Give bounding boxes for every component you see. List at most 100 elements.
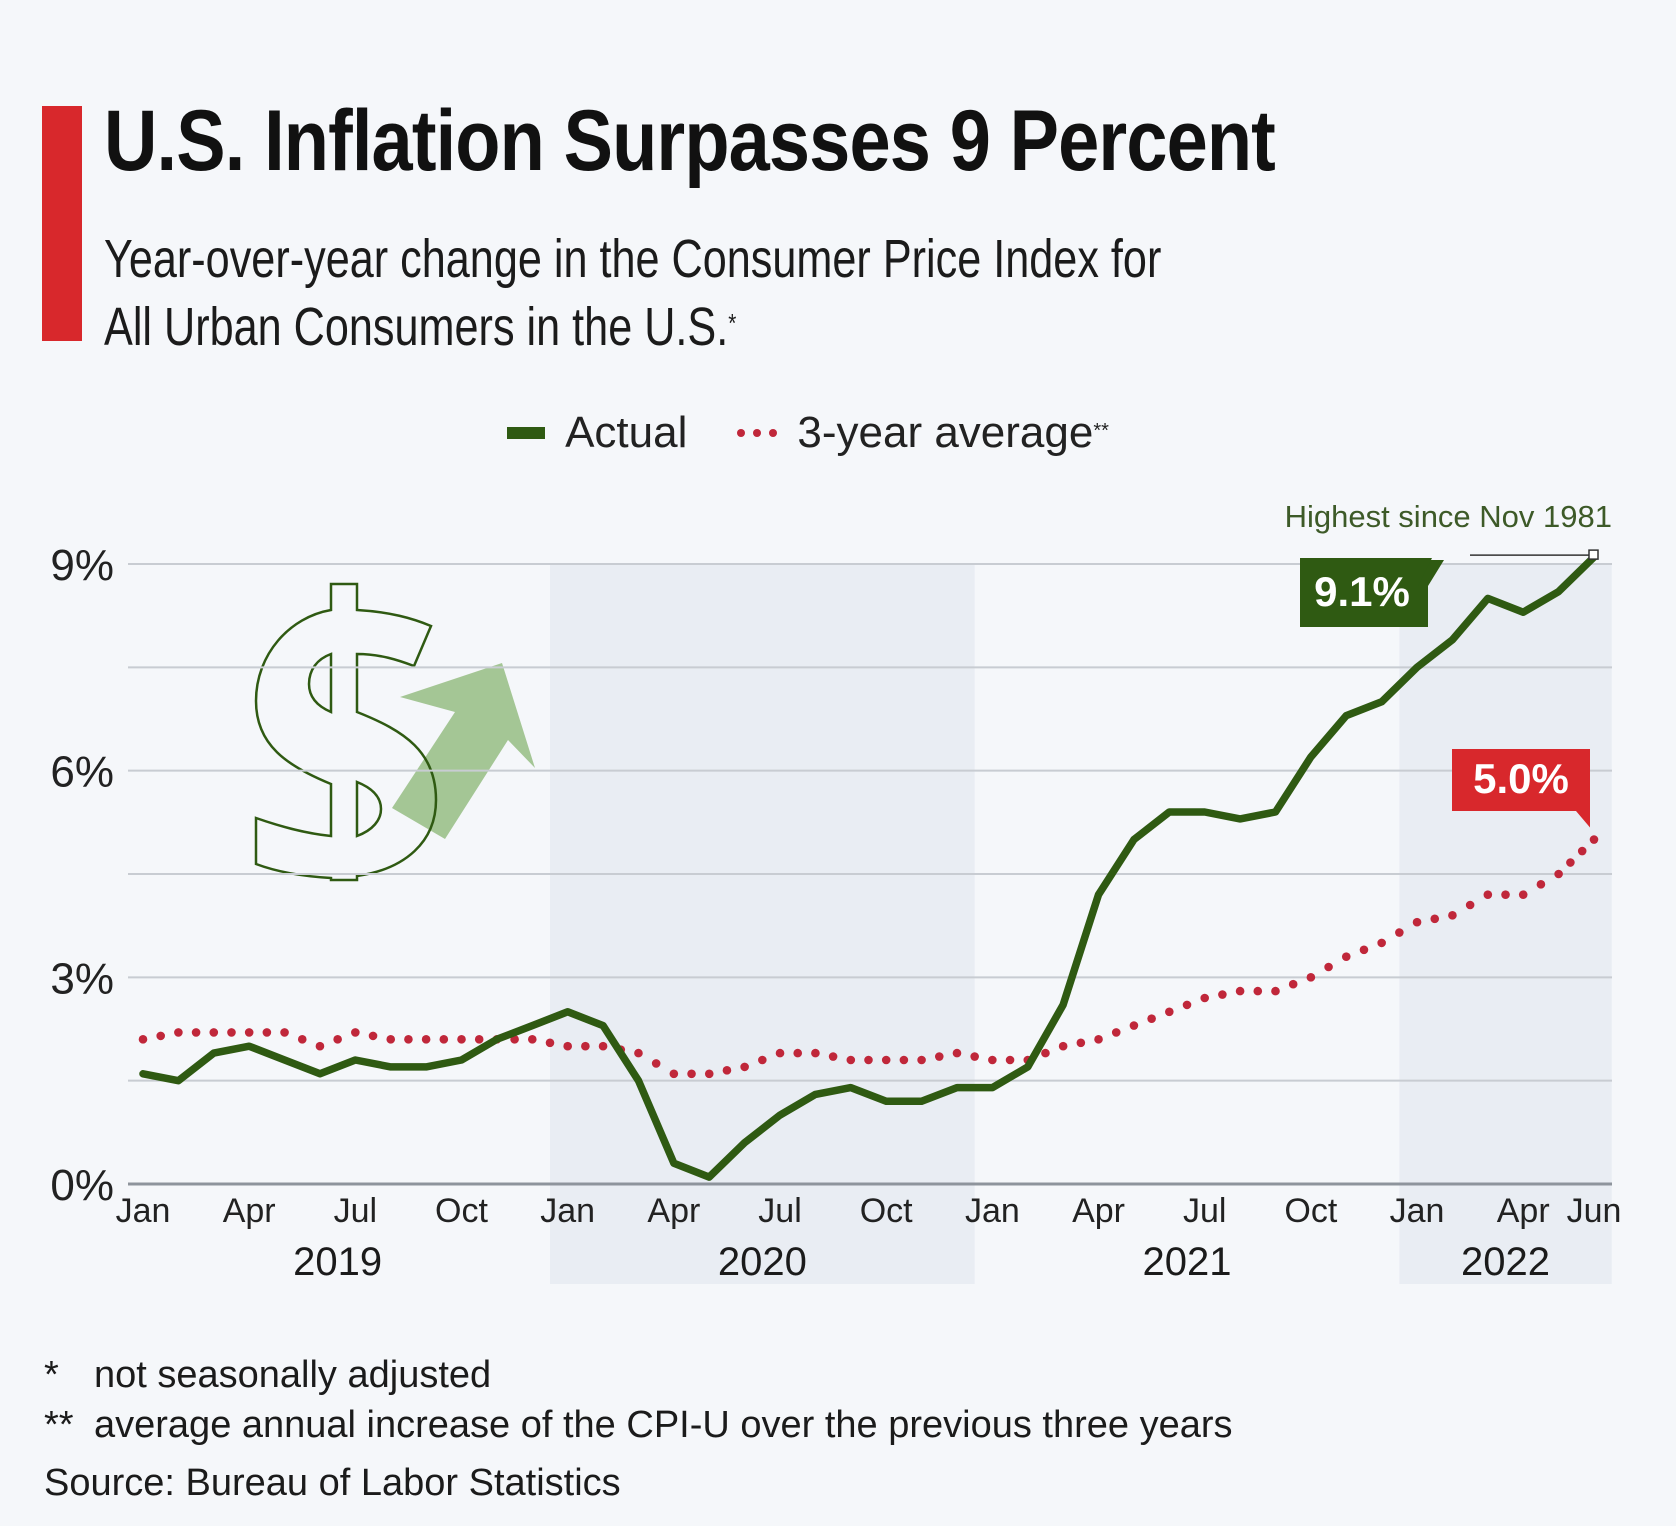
average-dot: [262, 1028, 272, 1037]
average-dot: [811, 1048, 820, 1058]
average-dot: [138, 1035, 148, 1044]
average-dot: [1412, 917, 1422, 927]
gridlines: [128, 563, 1612, 1186]
average-dot: [404, 1035, 413, 1044]
average-dot: [970, 1052, 979, 1061]
average-dot: [598, 1041, 608, 1051]
average-dot: [1094, 1035, 1103, 1044]
average-dot: [1005, 1055, 1015, 1065]
chart-legend: Actual 3-year average **: [0, 408, 1646, 458]
year-band-2020: [549, 564, 975, 1284]
average-dot: [1288, 979, 1298, 989]
average-dot: [740, 1062, 749, 1072]
x-tick-label: Apr: [1497, 1192, 1550, 1230]
average-dot: [917, 1055, 926, 1065]
average-dot: [1076, 1038, 1086, 1048]
average-dot: [315, 1041, 325, 1051]
x-axis-ticks: Jan Apr Jul Oct Jan Apr Jul Oct Jan Apr Jul Oct Jan A…: [116, 1192, 1622, 1230]
x-tick-label: Jan: [540, 1192, 595, 1230]
average-dot: [1448, 911, 1457, 920]
average-dot: [1200, 993, 1210, 1003]
actual-line: [139, 553, 1598, 1181]
average-dot: [1182, 1000, 1192, 1010]
x-tick-label: Apr: [1072, 1192, 1125, 1230]
average-dot: [881, 1055, 891, 1065]
average-dot: [244, 1028, 254, 1037]
average-dot: [333, 1035, 342, 1044]
average-dot: [846, 1055, 856, 1065]
year-labels: 2019 2020 2021 2022: [293, 1240, 1550, 1284]
subtitle-footnote-mark: *: [728, 308, 737, 338]
series-actual: [139, 553, 1598, 1181]
average-dot: [156, 1031, 165, 1041]
x-tick-label: Apr: [223, 1192, 276, 1230]
footnote-2-text: average annual increase of the CPI-U ove…: [94, 1404, 1233, 1446]
arrow-up-right-icon: [392, 663, 535, 839]
average-dot: [1165, 1007, 1174, 1017]
average-dot: [351, 1028, 360, 1037]
x-tick-label: Jul: [758, 1192, 801, 1230]
average-dot: [1235, 986, 1245, 996]
x-tick-label: Oct: [435, 1192, 488, 1230]
average-dot: [934, 1052, 944, 1061]
average-dot: [988, 1055, 997, 1065]
average-dot: [793, 1048, 803, 1058]
average-dot: [687, 1069, 696, 1079]
average-dot: [174, 1028, 183, 1037]
average-dot: [1147, 1014, 1156, 1023]
illustration: [254, 582, 535, 882]
average-dot: [669, 1069, 679, 1079]
average-dot: [1058, 1041, 1068, 1051]
label-5-0: 5.0%: [1473, 755, 1569, 802]
annotations: Highest since Nov 1981 9.1% 5.0%: [1285, 499, 1612, 828]
average-dot: [563, 1041, 572, 1051]
year-bands: [549, 564, 1612, 1284]
average-dot: [1577, 846, 1587, 856]
average-dot: [1306, 973, 1316, 982]
y-tick-label: 9%: [50, 541, 114, 590]
average-dot: [474, 1035, 484, 1044]
average-dot: [1359, 945, 1369, 955]
average-dot: [704, 1069, 714, 1079]
y-axis-ticks: 0% 3% 6% 9%: [50, 541, 114, 1210]
legend-item-average: 3-year average **: [687, 408, 1109, 458]
year-label-2022: 2022: [1461, 1240, 1550, 1284]
average-dot: [297, 1035, 307, 1044]
average-dot: [421, 1035, 431, 1044]
average-dot: [775, 1048, 785, 1058]
subtitle-line-2: All Urban Consumers in the U.S.*: [104, 293, 1161, 361]
average-dot: [1341, 952, 1351, 961]
legend-item-actual: Actual: [507, 408, 687, 458]
average-dot: [386, 1035, 396, 1044]
dollar-sign-icon: [254, 582, 438, 882]
x-tick-label: Oct: [860, 1192, 913, 1230]
x-tick-label: Jul: [1183, 1192, 1226, 1230]
year-label-2019: 2019: [293, 1240, 382, 1284]
legend-label-actual: Actual: [565, 408, 688, 457]
average-dot: [1377, 938, 1386, 948]
average-dot: [527, 1035, 537, 1044]
average-dot: [634, 1048, 643, 1058]
average-dot: [581, 1041, 590, 1051]
average-dot: [439, 1035, 449, 1044]
x-tick-label: Oct: [1284, 1192, 1337, 1230]
average-dot: [1129, 1021, 1139, 1030]
subtitle: Year-over-year change in the Consumer Pr…: [104, 225, 1161, 361]
year-band-2022: [1399, 564, 1612, 1284]
average-dot: [1253, 986, 1263, 996]
average-dot: [209, 1028, 219, 1037]
y-tick-label: 3%: [50, 954, 114, 1003]
page-title: U.S. Inflation Surpasses 9 Percent: [104, 93, 1276, 189]
average-dot: [191, 1028, 201, 1037]
average-dot: [1395, 928, 1404, 937]
average-dot: [1589, 835, 1599, 844]
average-dot: [1218, 990, 1227, 999]
average-dot: [952, 1048, 962, 1058]
average-dot: [1271, 986, 1280, 996]
average-dot: [1465, 900, 1475, 910]
average-dot: [545, 1038, 555, 1048]
average-dot: [368, 1031, 378, 1041]
source-note: Source: Bureau of Labor Statistics: [44, 1462, 621, 1504]
legend-average-footnote-mark: **: [1093, 419, 1109, 442]
